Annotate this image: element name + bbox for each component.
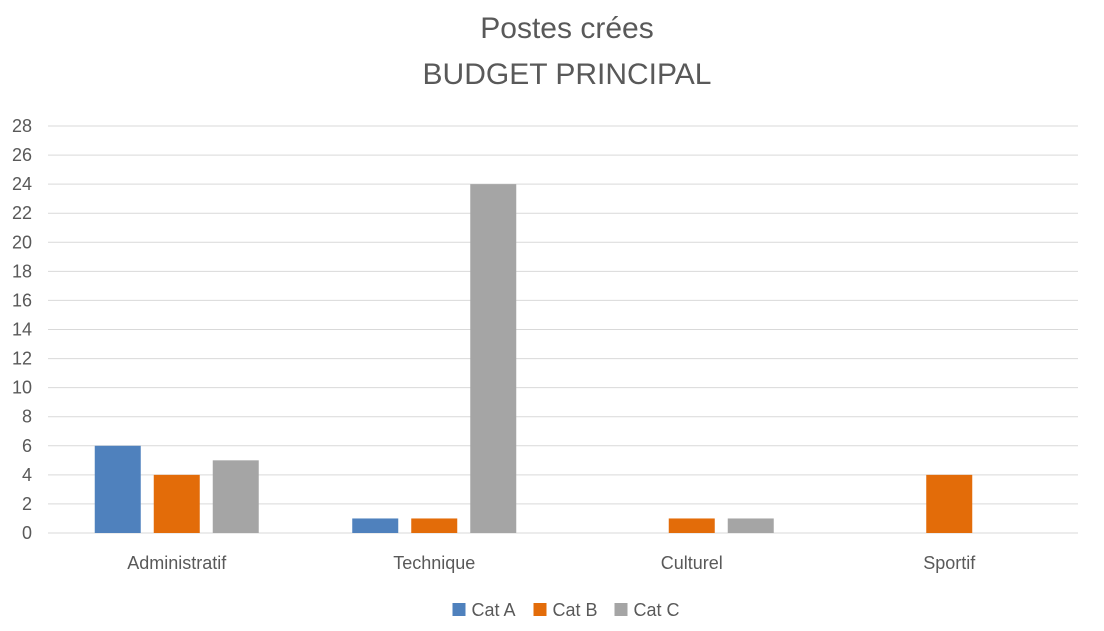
bars — [94, 184, 973, 533]
y-tick-label: 2 — [22, 494, 32, 514]
legend-label: Cat A — [472, 600, 516, 620]
y-tick-label: 12 — [12, 349, 32, 369]
y-tick-label: 18 — [12, 261, 32, 281]
y-tick-label: 10 — [12, 378, 32, 398]
y-tick-label: 0 — [22, 523, 32, 543]
bar-cat-c-administratif — [212, 460, 259, 533]
bar-cat-a-administratif — [94, 445, 141, 533]
x-category-label: Technique — [393, 553, 475, 573]
x-category-label: Administratif — [127, 553, 227, 573]
y-tick-label: 28 — [12, 116, 32, 136]
y-tick-label: 16 — [12, 290, 32, 310]
bar-cat-b-administratif — [153, 474, 200, 533]
gridlines — [48, 125, 1078, 534]
chart-subtitle: BUDGET PRINCIPAL — [423, 58, 712, 91]
legend-label: Cat B — [553, 600, 598, 620]
legend-item: Cat A — [452, 600, 516, 620]
y-tick-label: 14 — [12, 320, 32, 340]
x-category-label: Culturel — [661, 553, 723, 573]
legend-item: Cat C — [614, 600, 680, 620]
legend: Cat A Cat B Cat C — [452, 600, 680, 620]
y-tick-label: 20 — [12, 232, 32, 252]
x-axis-category-labels: Administratif Technique Culturel Sportif — [127, 553, 976, 573]
legend-item: Cat B — [533, 600, 598, 620]
legend-label: Cat C — [634, 600, 680, 620]
legend-swatch — [614, 603, 628, 616]
bar-cat-c-culturel — [727, 518, 774, 533]
bar-cat-b-culturel — [668, 518, 715, 533]
chart-title-group: Postes crées BUDGET PRINCIPAL — [423, 12, 712, 91]
y-tick-label: 22 — [12, 203, 32, 223]
y-tick-label: 8 — [22, 407, 32, 427]
legend-swatch — [452, 603, 466, 616]
bar-cat-c-technique — [470, 184, 517, 533]
bar-cat-a-technique — [352, 518, 399, 533]
bar-cat-b-sportif — [926, 474, 973, 533]
chart-title: Postes crées — [480, 12, 653, 45]
y-tick-label: 24 — [12, 174, 32, 194]
legend-swatch — [533, 603, 547, 616]
y-tick-label: 4 — [22, 465, 32, 485]
bar-cat-b-technique — [411, 518, 458, 533]
y-tick-label: 26 — [12, 145, 32, 165]
y-tick-label: 6 — [22, 436, 32, 456]
x-category-label: Sportif — [923, 553, 976, 573]
